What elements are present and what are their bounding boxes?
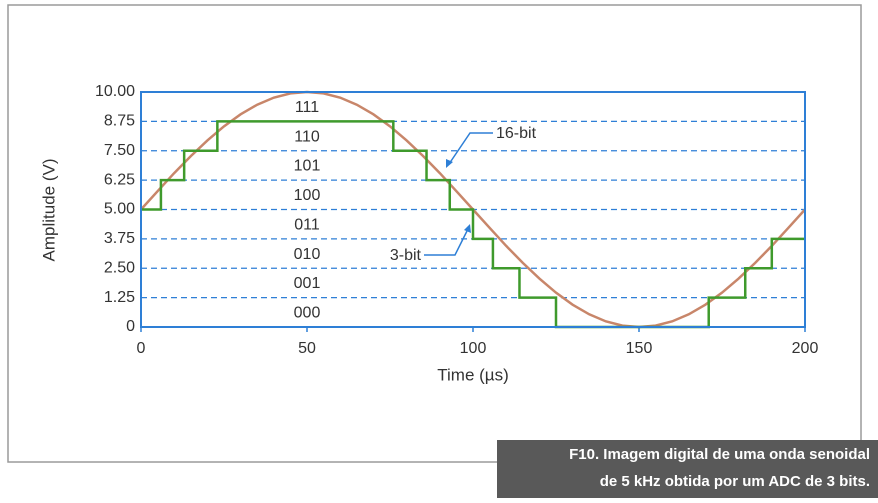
arrow-head [464,224,471,233]
y-axis-label: Amplitude (V) [39,159,58,262]
y-tick-label: 0 [126,318,135,335]
y-tick-label: 5.00 [104,201,135,218]
level-label: 001 [294,275,321,292]
y-tick-label: 3.75 [104,230,135,247]
frame [7,4,862,463]
x-tick-label: 200 [792,340,819,357]
level-label: 101 [294,158,321,175]
x-tick-label: 100 [460,340,487,357]
caption-box [497,440,878,498]
y-tick-label: 6.25 [104,171,135,188]
plot-border [140,91,806,328]
annotation-arrow [424,228,469,256]
arrow-head [446,159,453,168]
y-tick-label: 1.25 [104,289,135,306]
annotation-arrow [448,132,493,165]
level-label: 110 [294,128,320,145]
x-tick-label: 150 [626,340,653,357]
y-tick-label: 7.50 [104,142,135,159]
y-tick-label: 10.00 [95,83,135,100]
x-tick-label: 0 [137,340,146,357]
caption-line: de 5 kHz obtida por um ADC de 3 bits. [600,473,870,490]
series-line [141,120,805,329]
level-label: 000 [294,305,321,322]
x-tick-label: 50 [298,340,316,357]
y-tick-label: 8.75 [104,113,135,130]
y-tick-label: 2.50 [104,259,135,276]
level-label: 100 [294,187,321,204]
caption-line: F10. Imagem digital de uma onda senoidal [569,446,870,463]
x-axis-label: Time (µs) [437,365,509,384]
level-label: 111 [295,99,319,116]
series-label: 3-bit [390,247,422,264]
level-label: 010 [294,246,321,263]
series-label: 16-bit [496,125,537,142]
level-label: 011 [294,216,320,233]
